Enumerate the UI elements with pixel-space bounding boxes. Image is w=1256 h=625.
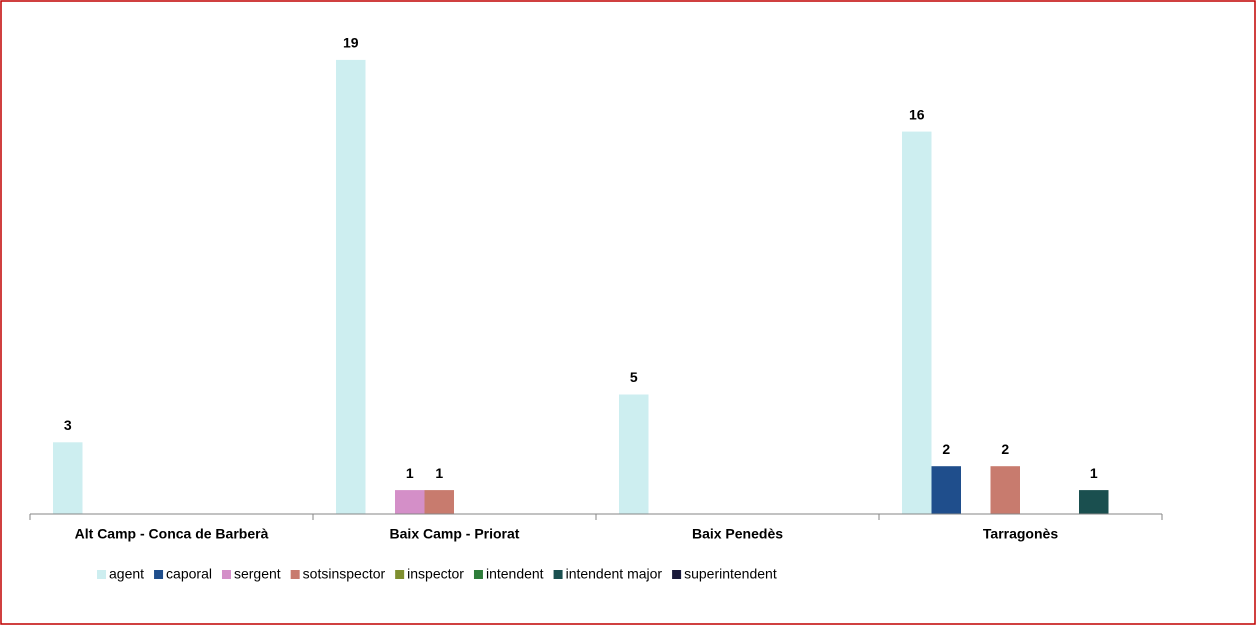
bar bbox=[53, 442, 83, 514]
bar bbox=[424, 490, 454, 514]
legend-label: sotsinspector bbox=[303, 566, 386, 582]
data-label: 19 bbox=[343, 35, 359, 51]
data-label: 5 bbox=[630, 369, 638, 385]
data-label: 1 bbox=[406, 465, 414, 481]
data-label: 2 bbox=[1001, 441, 1009, 457]
bar bbox=[1079, 490, 1109, 514]
x-tick-label: Tarragonès bbox=[983, 526, 1058, 542]
legend-label: sergent bbox=[234, 566, 281, 582]
bar bbox=[619, 394, 649, 514]
data-label: 1 bbox=[435, 465, 443, 481]
bar bbox=[902, 131, 932, 514]
bar bbox=[931, 466, 961, 514]
legend-label: intendent major bbox=[566, 566, 663, 582]
data-label: 2 bbox=[942, 441, 950, 457]
x-tick-label: Baix Camp - Priorat bbox=[390, 526, 520, 542]
data-label: 16 bbox=[909, 106, 925, 122]
data-label: 3 bbox=[64, 417, 72, 433]
legend-swatch bbox=[672, 570, 682, 579]
legend-swatch bbox=[290, 570, 300, 579]
legend-label: caporal bbox=[166, 566, 212, 582]
bar bbox=[990, 466, 1020, 514]
legend-swatch bbox=[473, 570, 483, 579]
bar bbox=[336, 59, 366, 515]
legend-swatch bbox=[553, 570, 563, 579]
legend-swatch bbox=[97, 570, 106, 579]
legend-label: superintendent bbox=[684, 566, 777, 582]
x-tick-label: Alt Camp - Conca de Barberà bbox=[75, 526, 269, 542]
bar bbox=[395, 490, 425, 514]
legend-label: agent bbox=[109, 566, 144, 582]
legend-swatch bbox=[395, 570, 405, 579]
legend-label: intendent bbox=[486, 566, 544, 582]
data-label: 1 bbox=[1090, 465, 1098, 481]
legend-label: inspector bbox=[407, 566, 464, 582]
legend-swatch bbox=[221, 570, 231, 579]
legend-swatch bbox=[154, 570, 164, 579]
x-tick-label: Baix Penedès bbox=[692, 526, 783, 542]
